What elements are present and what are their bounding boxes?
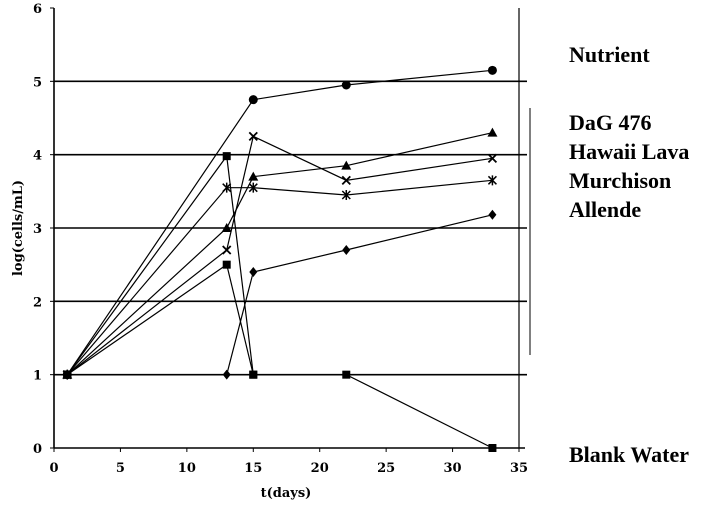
series-triangle-3 <box>62 127 498 379</box>
x-tick-label: 0 <box>49 461 58 476</box>
data-point-square-1 <box>222 260 231 269</box>
data-point-x-1 <box>222 245 232 255</box>
series-group <box>62 65 498 452</box>
data-point-diamond-0 <box>63 369 72 380</box>
y-tick-labels: 0 1 2 3 4 5 6 <box>33 2 54 457</box>
series-square-2 <box>63 260 258 379</box>
x-tick-label: 25 <box>377 461 395 476</box>
data-point-square-3 <box>342 370 351 379</box>
series-diamond-6 <box>63 209 497 380</box>
data-point-circle-3 <box>487 65 497 75</box>
data-point-diamond-4 <box>488 209 497 220</box>
y-tick-label: 1 <box>33 369 42 384</box>
series-star-5 <box>62 175 497 380</box>
series-line-circle-0 <box>66 69 493 376</box>
legend-label-murchison: Murchison <box>569 168 671 193</box>
data-point-diamond-3 <box>342 245 351 255</box>
data-point-triangle-3 <box>341 160 352 170</box>
data-point-star-3 <box>341 190 351 200</box>
data-point-x-4 <box>487 153 498 163</box>
y-tick-label: 3 <box>33 222 42 237</box>
data-point-x-3 <box>341 175 351 185</box>
series-line-triangle-3 <box>66 132 493 376</box>
y-tick-label: 6 <box>33 2 42 17</box>
data-point-diamond-1 <box>222 369 231 380</box>
data-point-square-2 <box>249 370 258 379</box>
legend-label-nutrient: Nutrient <box>569 42 650 67</box>
y-tick-label: 4 <box>33 149 42 164</box>
y-axis-title: log(cells/mL) <box>11 180 26 276</box>
series-line-square-2 <box>66 263 254 376</box>
legend-label-hawaii-lava: Hawaii Lava <box>569 139 689 164</box>
series-x-4 <box>62 131 498 380</box>
x-tick-label: 5 <box>116 461 125 476</box>
legend-label-allende: Allende <box>569 197 641 222</box>
data-point-star-2 <box>248 182 258 193</box>
x-tick-label: 35 <box>510 461 528 476</box>
series-line-x-4 <box>66 135 493 376</box>
data-point-circle-1 <box>248 95 258 105</box>
series-line-star-5 <box>66 179 493 376</box>
data-point-triangle-2 <box>248 171 259 181</box>
x-axis-title: t(days) <box>261 486 312 501</box>
x-tick-label: 10 <box>178 461 196 476</box>
x-tick-label: 30 <box>444 461 462 476</box>
data-point-triangle-1 <box>221 223 232 232</box>
x-tick-labels: 0 5 10 15 20 25 30 35 <box>49 448 528 476</box>
data-point-square-4 <box>488 444 497 452</box>
data-point-star-1 <box>222 182 232 193</box>
data-point-diamond-2 <box>249 267 258 277</box>
x-tick-label: 15 <box>244 461 262 476</box>
data-point-circle-2 <box>341 80 351 90</box>
legend-label-dag-476: DaG 476 <box>569 110 652 135</box>
data-point-x-2 <box>248 131 258 141</box>
data-point-star-4 <box>487 175 497 186</box>
gridlines <box>54 80 527 376</box>
data-point-square-1 <box>222 152 231 161</box>
y-tick-label: 2 <box>33 295 42 310</box>
y-tick-label: 5 <box>33 75 42 90</box>
legend-label-blank-water: Blank Water <box>569 442 689 467</box>
data-point-triangle-4 <box>487 127 498 137</box>
y-tick-label: 0 <box>33 442 42 457</box>
series-line-diamond-6 <box>67 214 493 376</box>
x-tick-label: 20 <box>311 461 329 476</box>
